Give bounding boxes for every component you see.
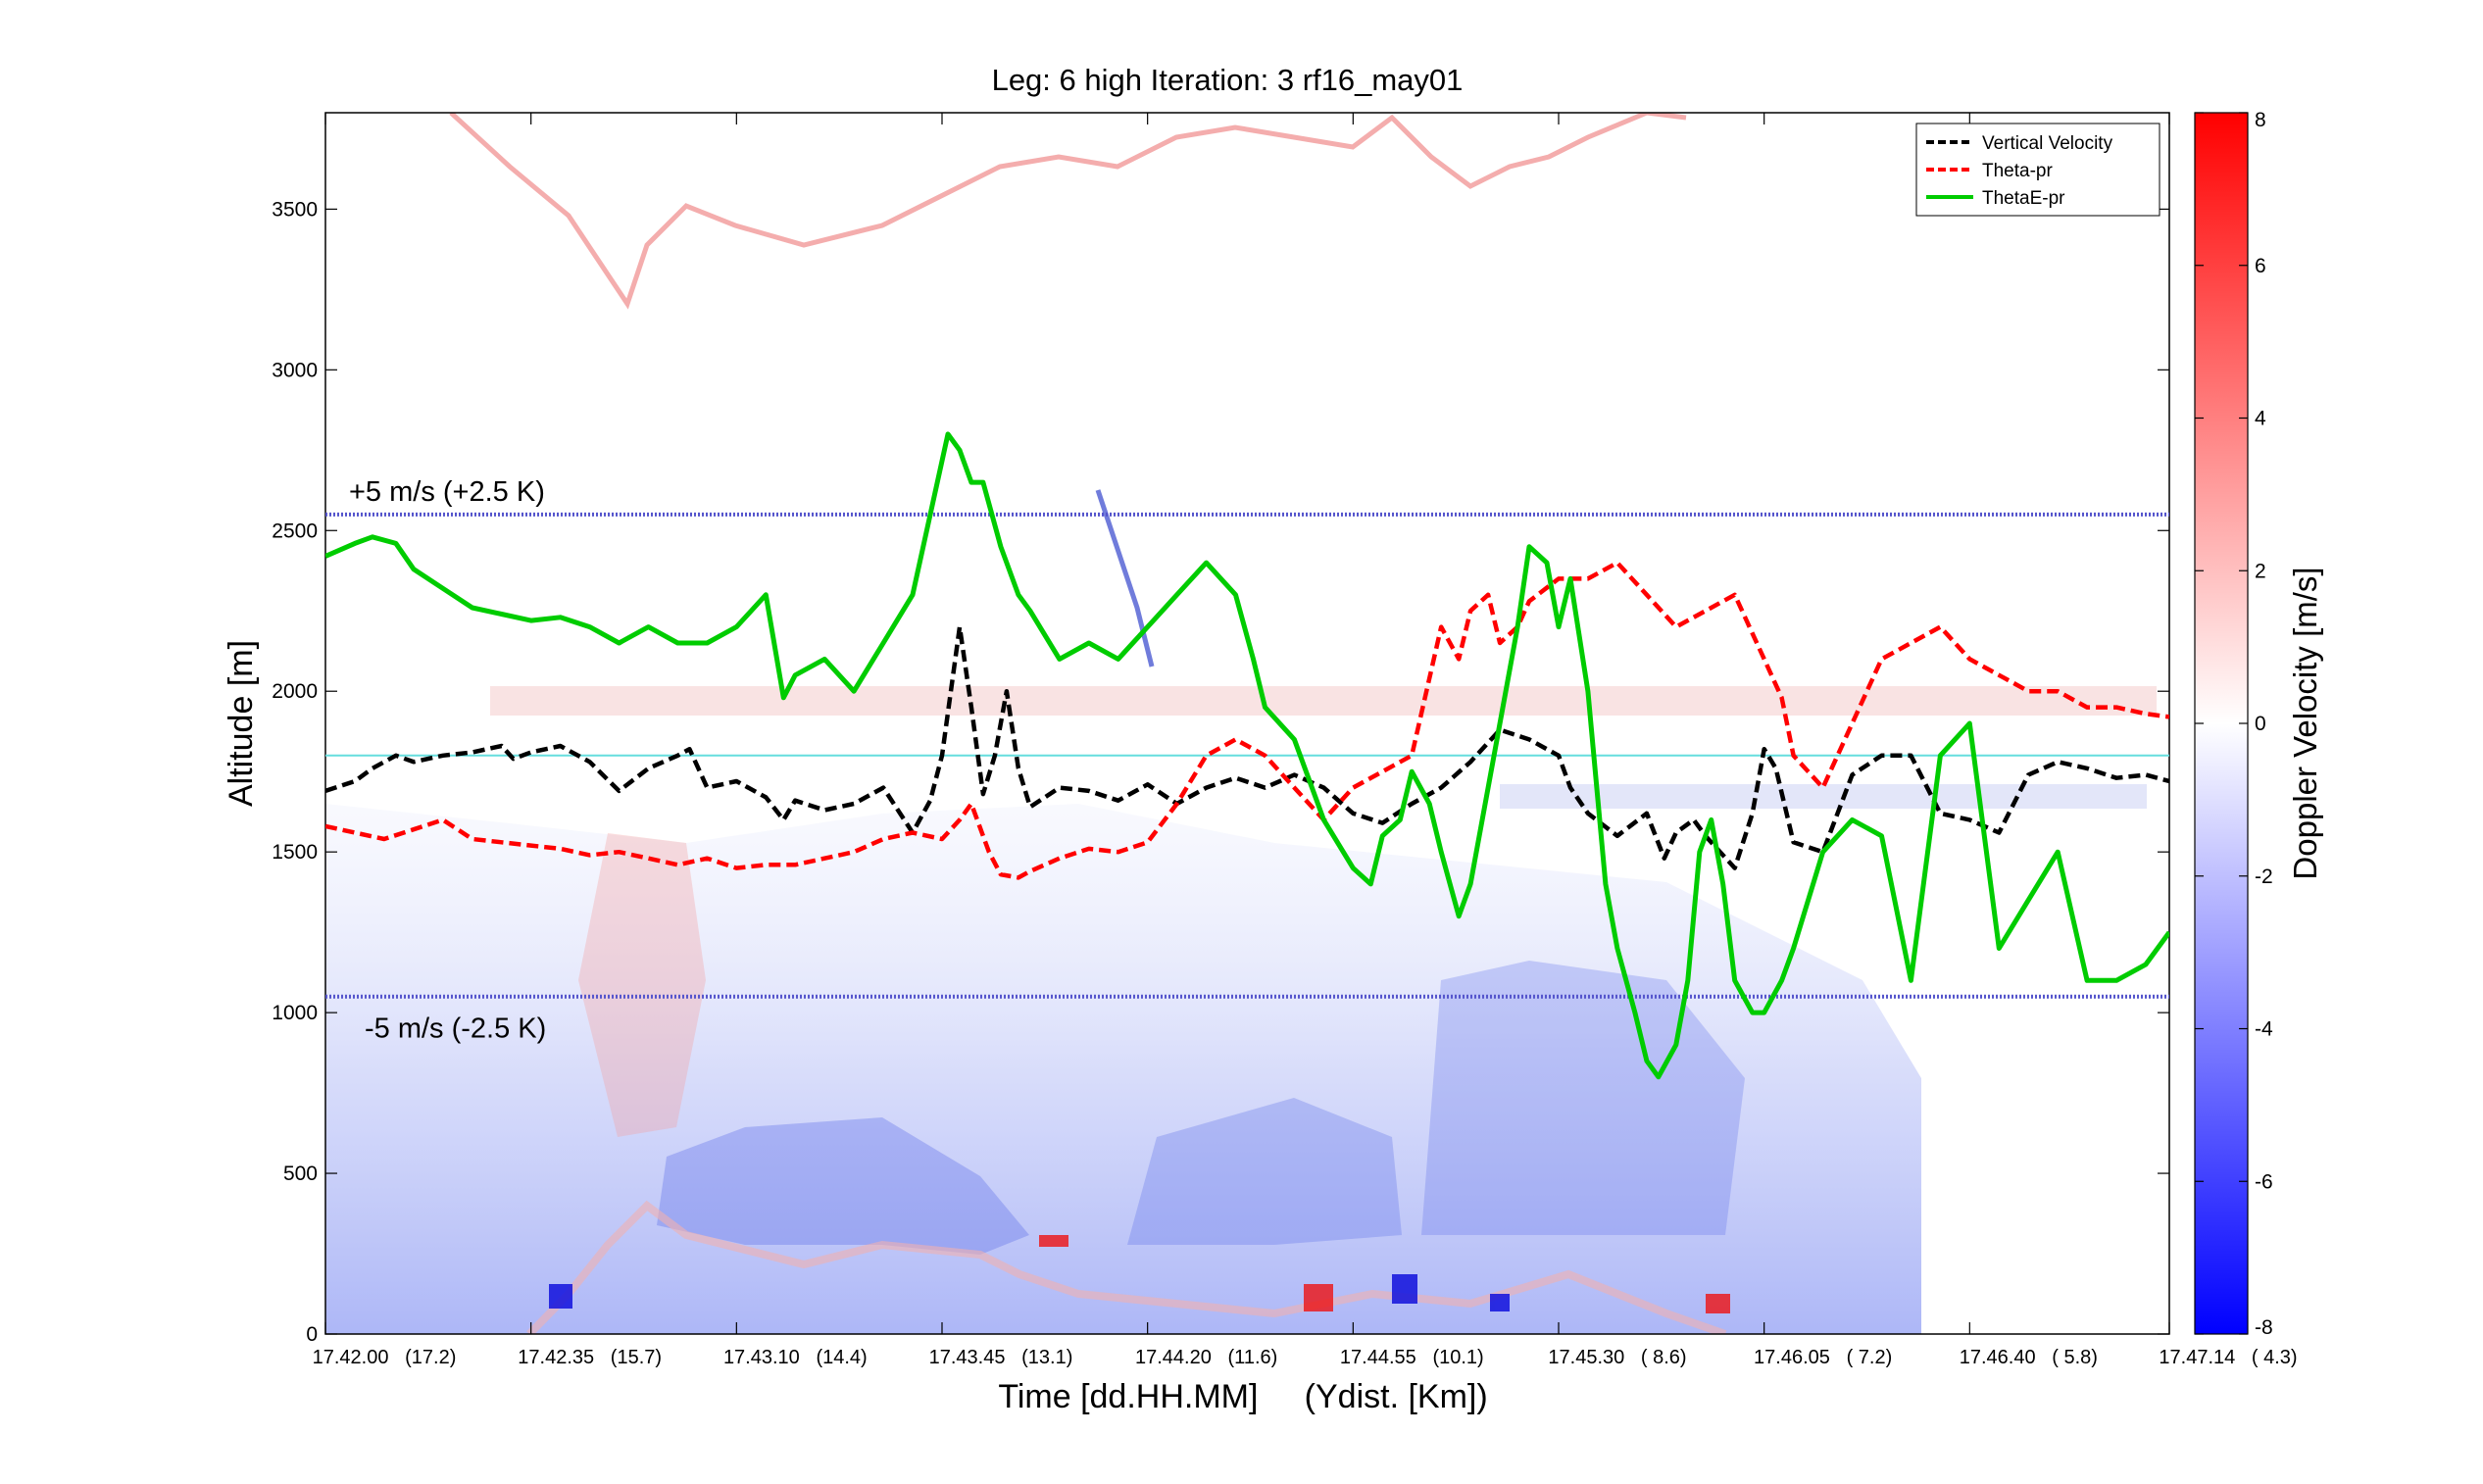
y-axis-ticks: 0 500 1000 1500 2000 2500 3000 3500 xyxy=(272,198,2169,1346)
colorbar-tick-label: -6 xyxy=(2255,1170,2273,1193)
reference-line-label: +5 m/s (+2.5 K) xyxy=(349,476,545,508)
colorbar-tick-label: 6 xyxy=(2255,255,2266,277)
legend: Vertical Velocity Theta-pr ThetaE-pr xyxy=(1915,123,2160,217)
x-tick-label: 17.44.20 (11.6) xyxy=(1135,1347,1277,1368)
x-tick-label: 17.44.55 (10.1) xyxy=(1340,1347,1484,1368)
y-tick-label: 1000 xyxy=(272,1002,318,1024)
colorbar-label: Doppler Velocity [m/s] xyxy=(2287,567,2323,879)
colorbar: -8 -6 -4 -2 0 2 4 6 8 Doppler Velocity [m/s] xyxy=(2194,109,2323,1339)
x-tick-label: 17.43.45 (13.1) xyxy=(929,1347,1073,1368)
x-axis-label: Time [dd.HH.MM] (Ydist. [Km]) xyxy=(998,1378,1487,1415)
y-tick-label: 2000 xyxy=(272,680,318,703)
series-line-vertical-velocity xyxy=(325,624,2169,870)
y-tick-label: 3500 xyxy=(272,198,318,221)
reference-labels: +5 m/s (+2.5 K) -5 m/s (-2.5 K) xyxy=(349,476,546,1045)
colorbar-tick-label: -8 xyxy=(2255,1316,2273,1339)
y-tick-label: 1500 xyxy=(272,841,318,864)
colorbar-tick-label: 0 xyxy=(2255,713,2266,735)
colorbar-tick-label: 8 xyxy=(2255,109,2266,131)
legend-label: Theta-pr xyxy=(1982,161,2053,181)
y-tick-label: 2500 xyxy=(272,519,318,542)
chart-title: Leg: 6 high Iteration: 3 rf16_may01 xyxy=(992,63,1464,97)
y-tick-label: 3000 xyxy=(272,359,318,381)
series-line-thetae-pr xyxy=(325,431,2169,1080)
y-tick-label: 500 xyxy=(283,1162,318,1185)
colorbar-tick-label: -4 xyxy=(2255,1018,2273,1041)
colorbar-tick-label: 2 xyxy=(2255,560,2266,582)
series-lines xyxy=(325,431,2169,1080)
reference-line-label: -5 m/s (-2.5 K) xyxy=(365,1014,546,1045)
colorbar-tick-label: -2 xyxy=(2255,866,2273,888)
x-tick-label: 17.43.10 (14.4) xyxy=(723,1347,868,1368)
x-tick-label: 17.46.05 ( 7.2) xyxy=(1754,1347,1892,1368)
y-tick-label: 0 xyxy=(306,1323,318,1346)
x-tick-label: 17.42.00 (17.2) xyxy=(313,1347,457,1368)
colorbar-tick-label: 4 xyxy=(2255,408,2266,430)
x-tick-label: 17.47.14 ( 4.3) xyxy=(2159,1347,2297,1368)
doppler-field xyxy=(325,113,2169,1334)
reference-lines xyxy=(325,512,2169,999)
plot-frame xyxy=(324,112,2170,1335)
x-axis-ticks: 17.42.00 (17.2) 17.42.35 (15.7) 17.43.10 (… xyxy=(313,113,2298,1368)
x-tick-label: 17.42.35 (15.7) xyxy=(518,1347,662,1368)
x-tick-label: 17.46.40 ( 5.8) xyxy=(1960,1347,2098,1368)
x-tick-label: 17.45.30 ( 8.6) xyxy=(1548,1347,1686,1368)
y-axis-label: Altitude [m] xyxy=(223,640,260,807)
legend-label: Vertical Velocity xyxy=(1982,133,2113,154)
series-line-theta-pr xyxy=(325,560,2169,880)
legend-label: ThetaE-pr xyxy=(1982,188,2065,209)
